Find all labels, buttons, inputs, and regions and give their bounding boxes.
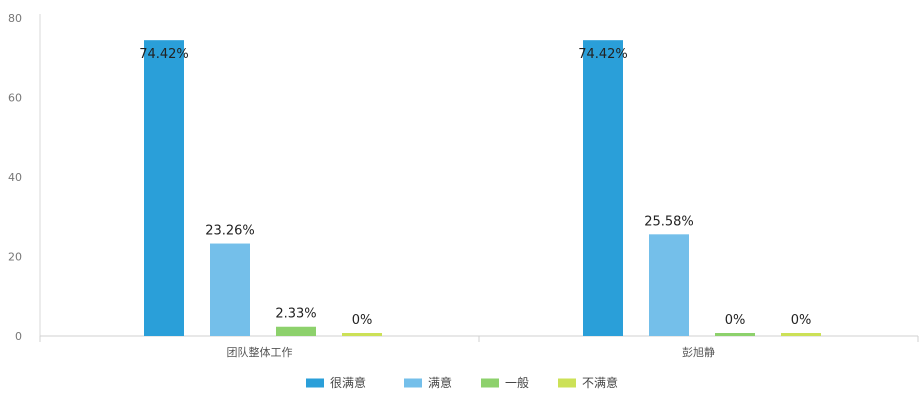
data-label: 74.42% <box>578 47 628 62</box>
data-label: 74.42% <box>139 47 189 62</box>
data-label: 0% <box>791 313 812 328</box>
legend: 很满意 满意 一般 不满意 <box>306 375 618 390</box>
legend-swatch <box>558 378 576 388</box>
y-tick-label: 80 <box>8 12 22 25</box>
y-tick-label: 20 <box>8 251 22 264</box>
bar <box>210 243 250 336</box>
bar <box>715 333 755 336</box>
data-label: 2.33% <box>275 307 316 322</box>
y-tick-label: 60 <box>8 92 22 105</box>
bar <box>649 234 689 336</box>
data-label: 25.58% <box>644 214 694 229</box>
bar <box>583 40 623 336</box>
bar <box>276 326 316 336</box>
bar <box>144 40 184 336</box>
y-tick-label: 40 <box>8 171 22 184</box>
legend-swatch <box>481 378 499 388</box>
data-label: 0% <box>725 313 746 328</box>
y-tick-label: 0 <box>15 330 22 343</box>
x-axis: 团队整体工作 彭旭静 <box>39 335 919 359</box>
data-label: 23.26% <box>205 224 255 239</box>
bars <box>144 40 821 336</box>
bar <box>342 333 382 336</box>
legend-swatch <box>306 378 324 388</box>
legend-label: 一般 <box>505 375 529 390</box>
legend-label: 很满意 <box>330 375 366 390</box>
legend-label: 不满意 <box>582 375 618 390</box>
y-axis: 0 20 40 60 80 <box>8 12 41 343</box>
data-labels: 74.42% 23.26% 2.33% 0% 74.42% 25.58% 0% 0% <box>139 47 811 328</box>
bar <box>781 333 821 336</box>
data-label: 0% <box>352 313 373 328</box>
x-category-label: 彭旭静 <box>682 345 715 359</box>
legend-label: 满意 <box>428 375 452 390</box>
x-category-label: 团队整体工作 <box>227 345 293 359</box>
legend-swatch <box>404 378 422 388</box>
